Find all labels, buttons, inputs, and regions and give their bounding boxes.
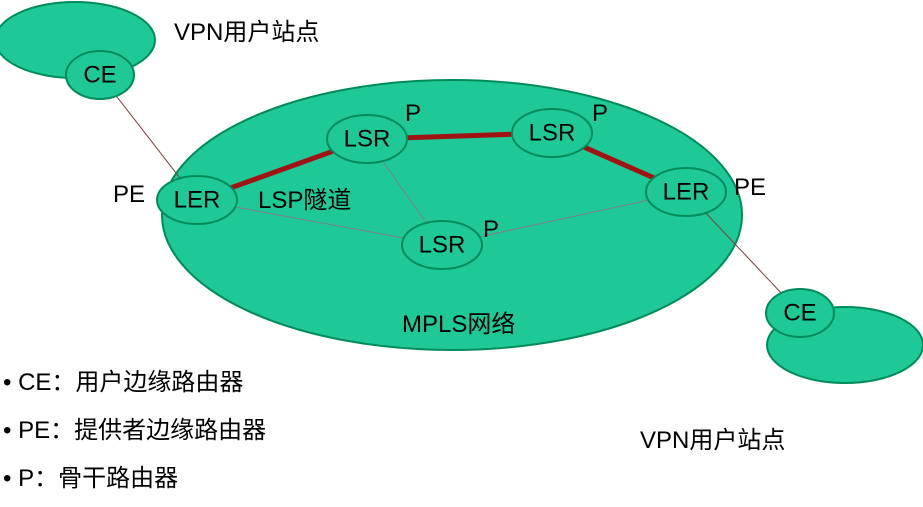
label-pe_right: PE <box>734 174 766 202</box>
legend-colon: ： <box>50 417 74 444</box>
label-vpn_left: VPN用户站点 <box>174 12 319 47</box>
node-label-ce_right: CE <box>783 299 816 326</box>
label-p_bot: P <box>483 216 499 244</box>
node-label-ce_left: CE <box>83 61 116 88</box>
node-label-ler_left: LER <box>174 186 221 213</box>
legend-colon: ： <box>51 369 75 396</box>
legend-key: PE <box>18 417 50 444</box>
legend-key: CE <box>18 369 51 396</box>
label-mpls_net: MPLS网络 <box>402 304 515 339</box>
legend-row-0: • CE：用户边缘路由器 <box>3 362 243 397</box>
label-vpn_right: VPN用户站点 <box>640 420 785 455</box>
label-lsp_tunnel: LSP隧道 <box>258 180 351 215</box>
legend-desc: 提供者边缘路由器 <box>74 418 266 444</box>
legend-key: P <box>18 465 34 492</box>
node-label-lsr_bot: LSR <box>419 231 466 258</box>
edge-lsp-1 <box>407 134 512 137</box>
legend-desc: 用户边缘路由器 <box>75 370 243 396</box>
node-label-lsr_top_l: LSR <box>344 125 391 152</box>
legend-desc: 骨干路由器 <box>58 466 178 492</box>
edge-ce-0 <box>116 96 180 178</box>
legend-row-2: • P：骨干路由器 <box>3 458 178 493</box>
legend-row-1: • PE：提供者边缘路由器 <box>3 410 266 445</box>
node-label-ler_right: LER <box>663 178 710 205</box>
node-label-lsr_top_r: LSR <box>529 119 576 146</box>
legend-colon: ： <box>34 465 58 492</box>
label-p_top_r: P <box>592 100 608 128</box>
label-p_top_l: P <box>405 100 421 128</box>
label-pe_left: PE <box>113 181 145 209</box>
